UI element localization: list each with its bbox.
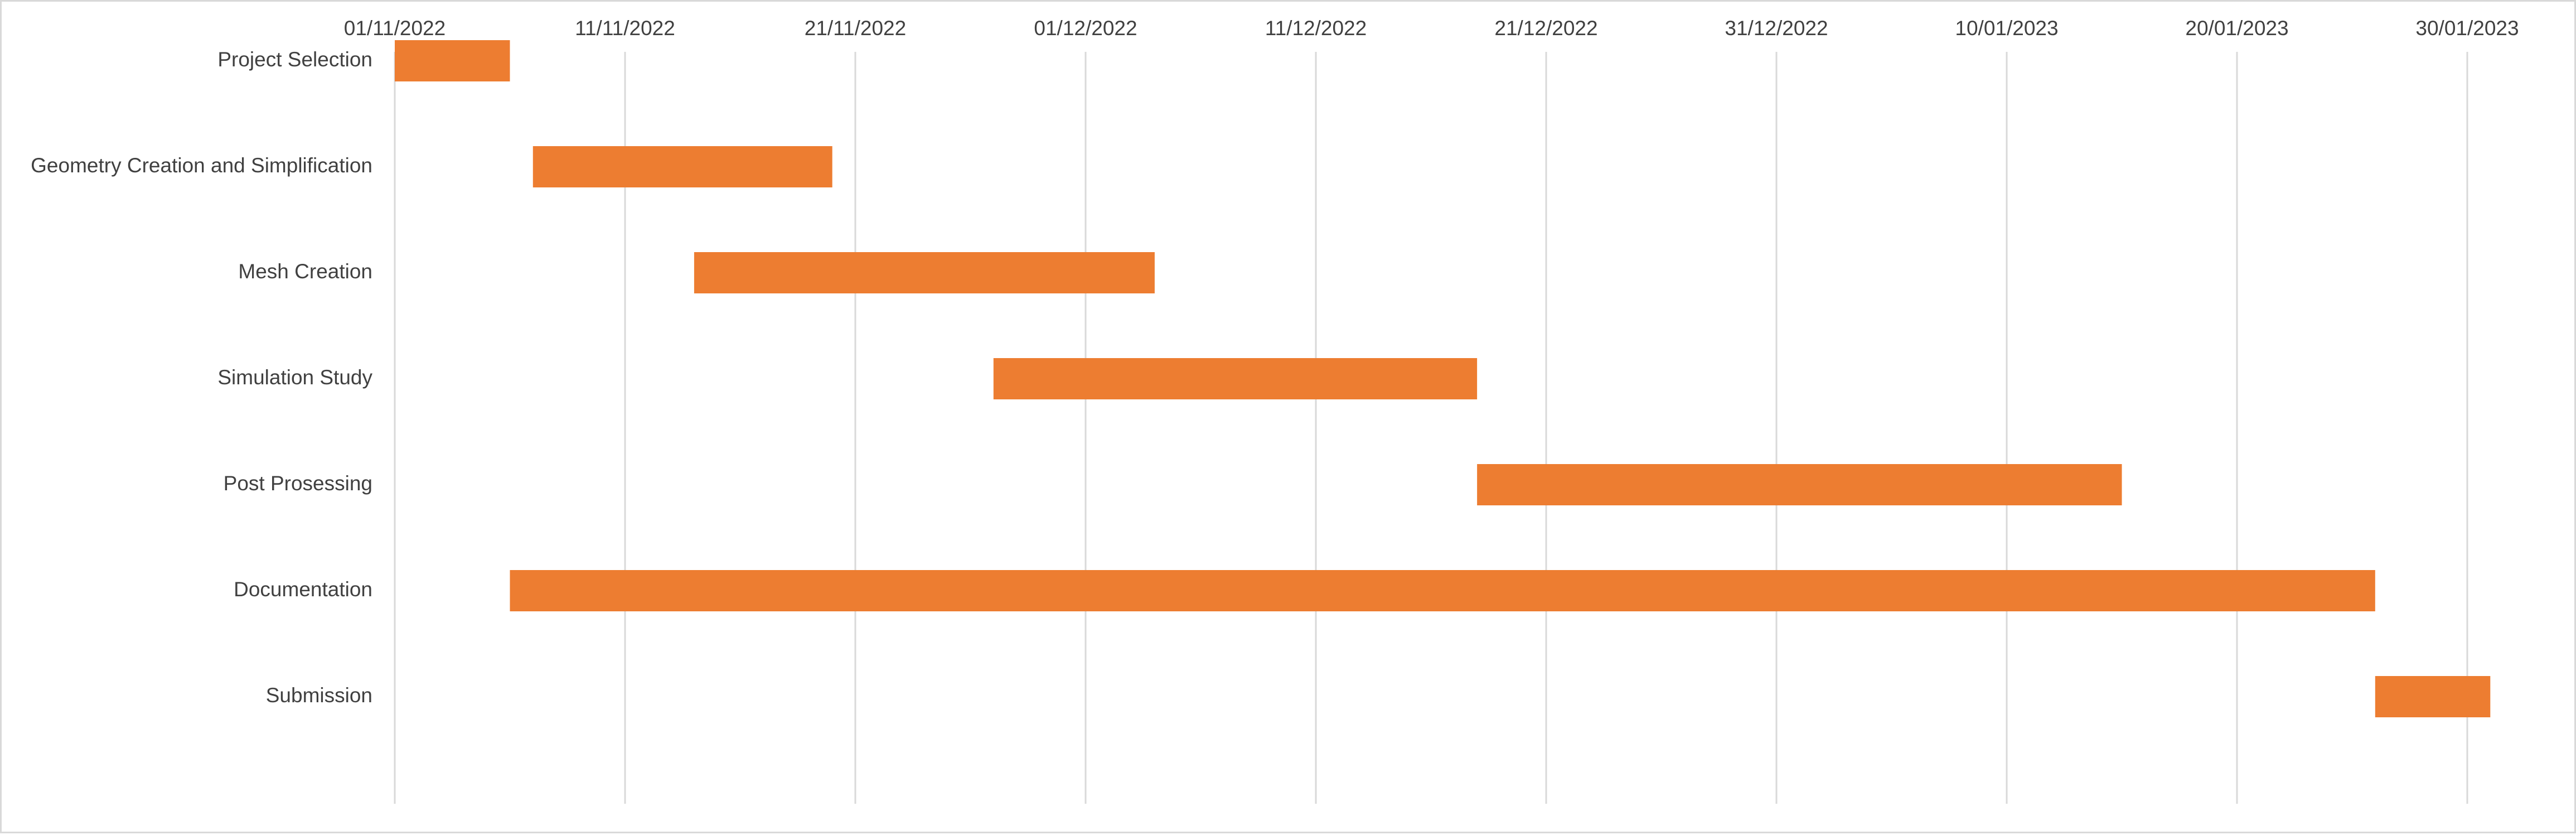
y-axis-category-labels: Project Selection Geometry Creation and S… xyxy=(31,48,372,707)
x-tick-label: 21/12/2022 xyxy=(1494,17,1597,40)
x-tick-label: 21/11/2022 xyxy=(805,17,906,40)
task-bar xyxy=(1477,464,2122,505)
x-tick-label: 20/01/2023 xyxy=(2185,17,2288,40)
x-tick-label: 31/12/2022 xyxy=(1725,17,1828,40)
category-label: Geometry Creation and Simplification xyxy=(31,154,372,177)
category-label: Project Selection xyxy=(217,48,372,71)
category-label: Documentation xyxy=(234,578,372,601)
task-bar xyxy=(2375,676,2491,717)
x-axis-tick-labels: 01/11/2022 11/11/2022 21/11/2022 01/12/2022… xyxy=(344,17,2519,40)
x-tick-label: 01/12/2022 xyxy=(1034,17,1137,40)
task-bar xyxy=(993,358,1478,399)
category-label: Mesh Creation xyxy=(238,260,372,283)
x-tick-label: 11/12/2022 xyxy=(1265,17,1367,40)
task-bar xyxy=(510,570,2375,611)
task-bar xyxy=(694,252,1155,293)
x-tick-label: 30/01/2023 xyxy=(2415,17,2519,40)
x-tick-label: 01/11/2022 xyxy=(344,17,446,40)
category-label: Submission xyxy=(266,684,372,707)
task-bars xyxy=(395,40,2491,717)
task-bar xyxy=(532,146,832,187)
x-tick-label: 11/11/2022 xyxy=(575,17,675,40)
task-bar xyxy=(395,40,510,81)
category-label: Post Prosessing xyxy=(224,472,372,495)
x-tick-label: 10/01/2023 xyxy=(1955,17,2058,40)
category-label: Simulation Study xyxy=(217,366,372,389)
